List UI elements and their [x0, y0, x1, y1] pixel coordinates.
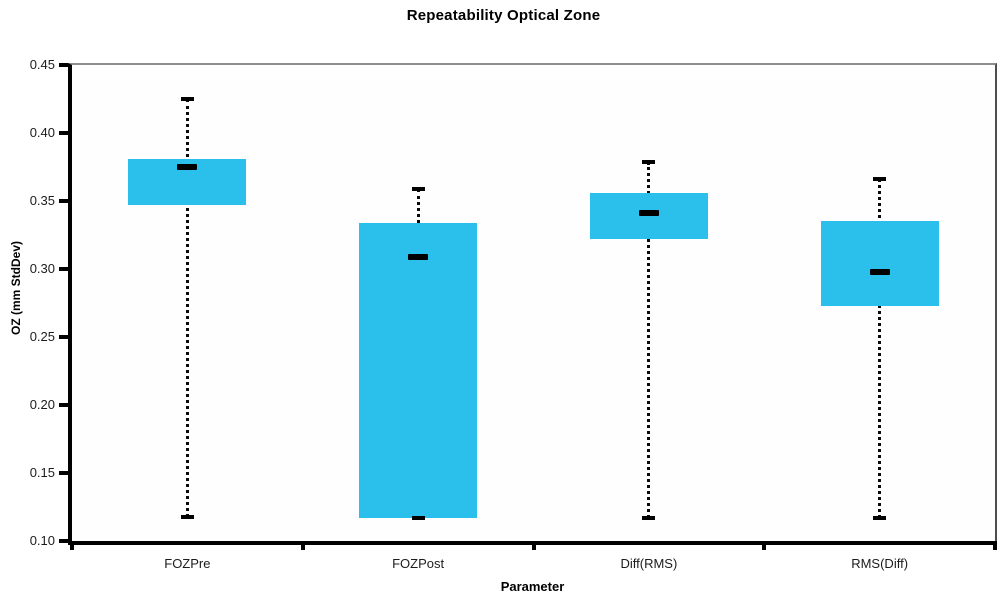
x-tick-label: FOZPost	[392, 556, 445, 571]
y-tick-label: 0.20	[29, 397, 55, 412]
x-tick-label: RMS(Diff)	[851, 556, 909, 571]
whisker-line	[185, 99, 189, 517]
x-tick-label: Diff(RMS)	[620, 556, 678, 571]
x-axis-title: Parameter	[500, 579, 565, 594]
y-tick-label: 0.35	[29, 193, 55, 208]
x-axis-tick	[70, 541, 74, 550]
whisker-line	[878, 179, 882, 518]
box	[820, 221, 939, 306]
whisker-cap-top	[873, 177, 887, 182]
box	[359, 222, 478, 518]
whisker-cap-top	[411, 186, 425, 191]
x-axis-tick	[300, 541, 305, 550]
y-tick-label: 0.45	[29, 57, 55, 72]
y-tick-label: 0.40	[29, 125, 55, 140]
whisker-cap-top	[642, 159, 656, 164]
y-tick-label: 0.30	[29, 261, 55, 276]
median-line	[408, 253, 429, 260]
y-axis-tick	[59, 335, 68, 339]
y-tick-label: 0.10	[29, 533, 55, 548]
whisker-cap-bottom	[411, 515, 425, 520]
x-tick-label: FOZPre	[164, 556, 211, 571]
x-axis-tick	[762, 541, 767, 550]
median-line	[869, 268, 890, 275]
whisker-cap-bottom	[873, 515, 887, 520]
y-axis-tick	[59, 403, 68, 407]
y-tick-label: 0.15	[29, 465, 55, 480]
y-axis-tick	[59, 539, 68, 543]
x-axis-tick	[531, 541, 536, 550]
y-axis-tick	[59, 63, 68, 67]
plot-area: 0.45 0.40 0.35 0.30 0.25 0.20 0.15 0.10 FOZPre FO…	[30, 57, 997, 571]
y-axis-tick	[59, 267, 68, 271]
y-axis-tick	[59, 131, 68, 135]
median-line	[638, 210, 659, 217]
y-tick-label: 0.25	[29, 329, 55, 344]
whisker-line	[647, 161, 651, 518]
whisker-cap-bottom	[642, 515, 656, 520]
chart-title: Repeatability Optical Zone	[406, 7, 601, 24]
y-axis-tick	[59, 199, 68, 203]
whisker-cap-top	[180, 97, 194, 101]
x-axis-tick	[993, 541, 997, 550]
y-axis-tick	[59, 471, 68, 475]
median-line	[177, 164, 198, 170]
whisker-cap-bottom	[180, 514, 194, 519]
